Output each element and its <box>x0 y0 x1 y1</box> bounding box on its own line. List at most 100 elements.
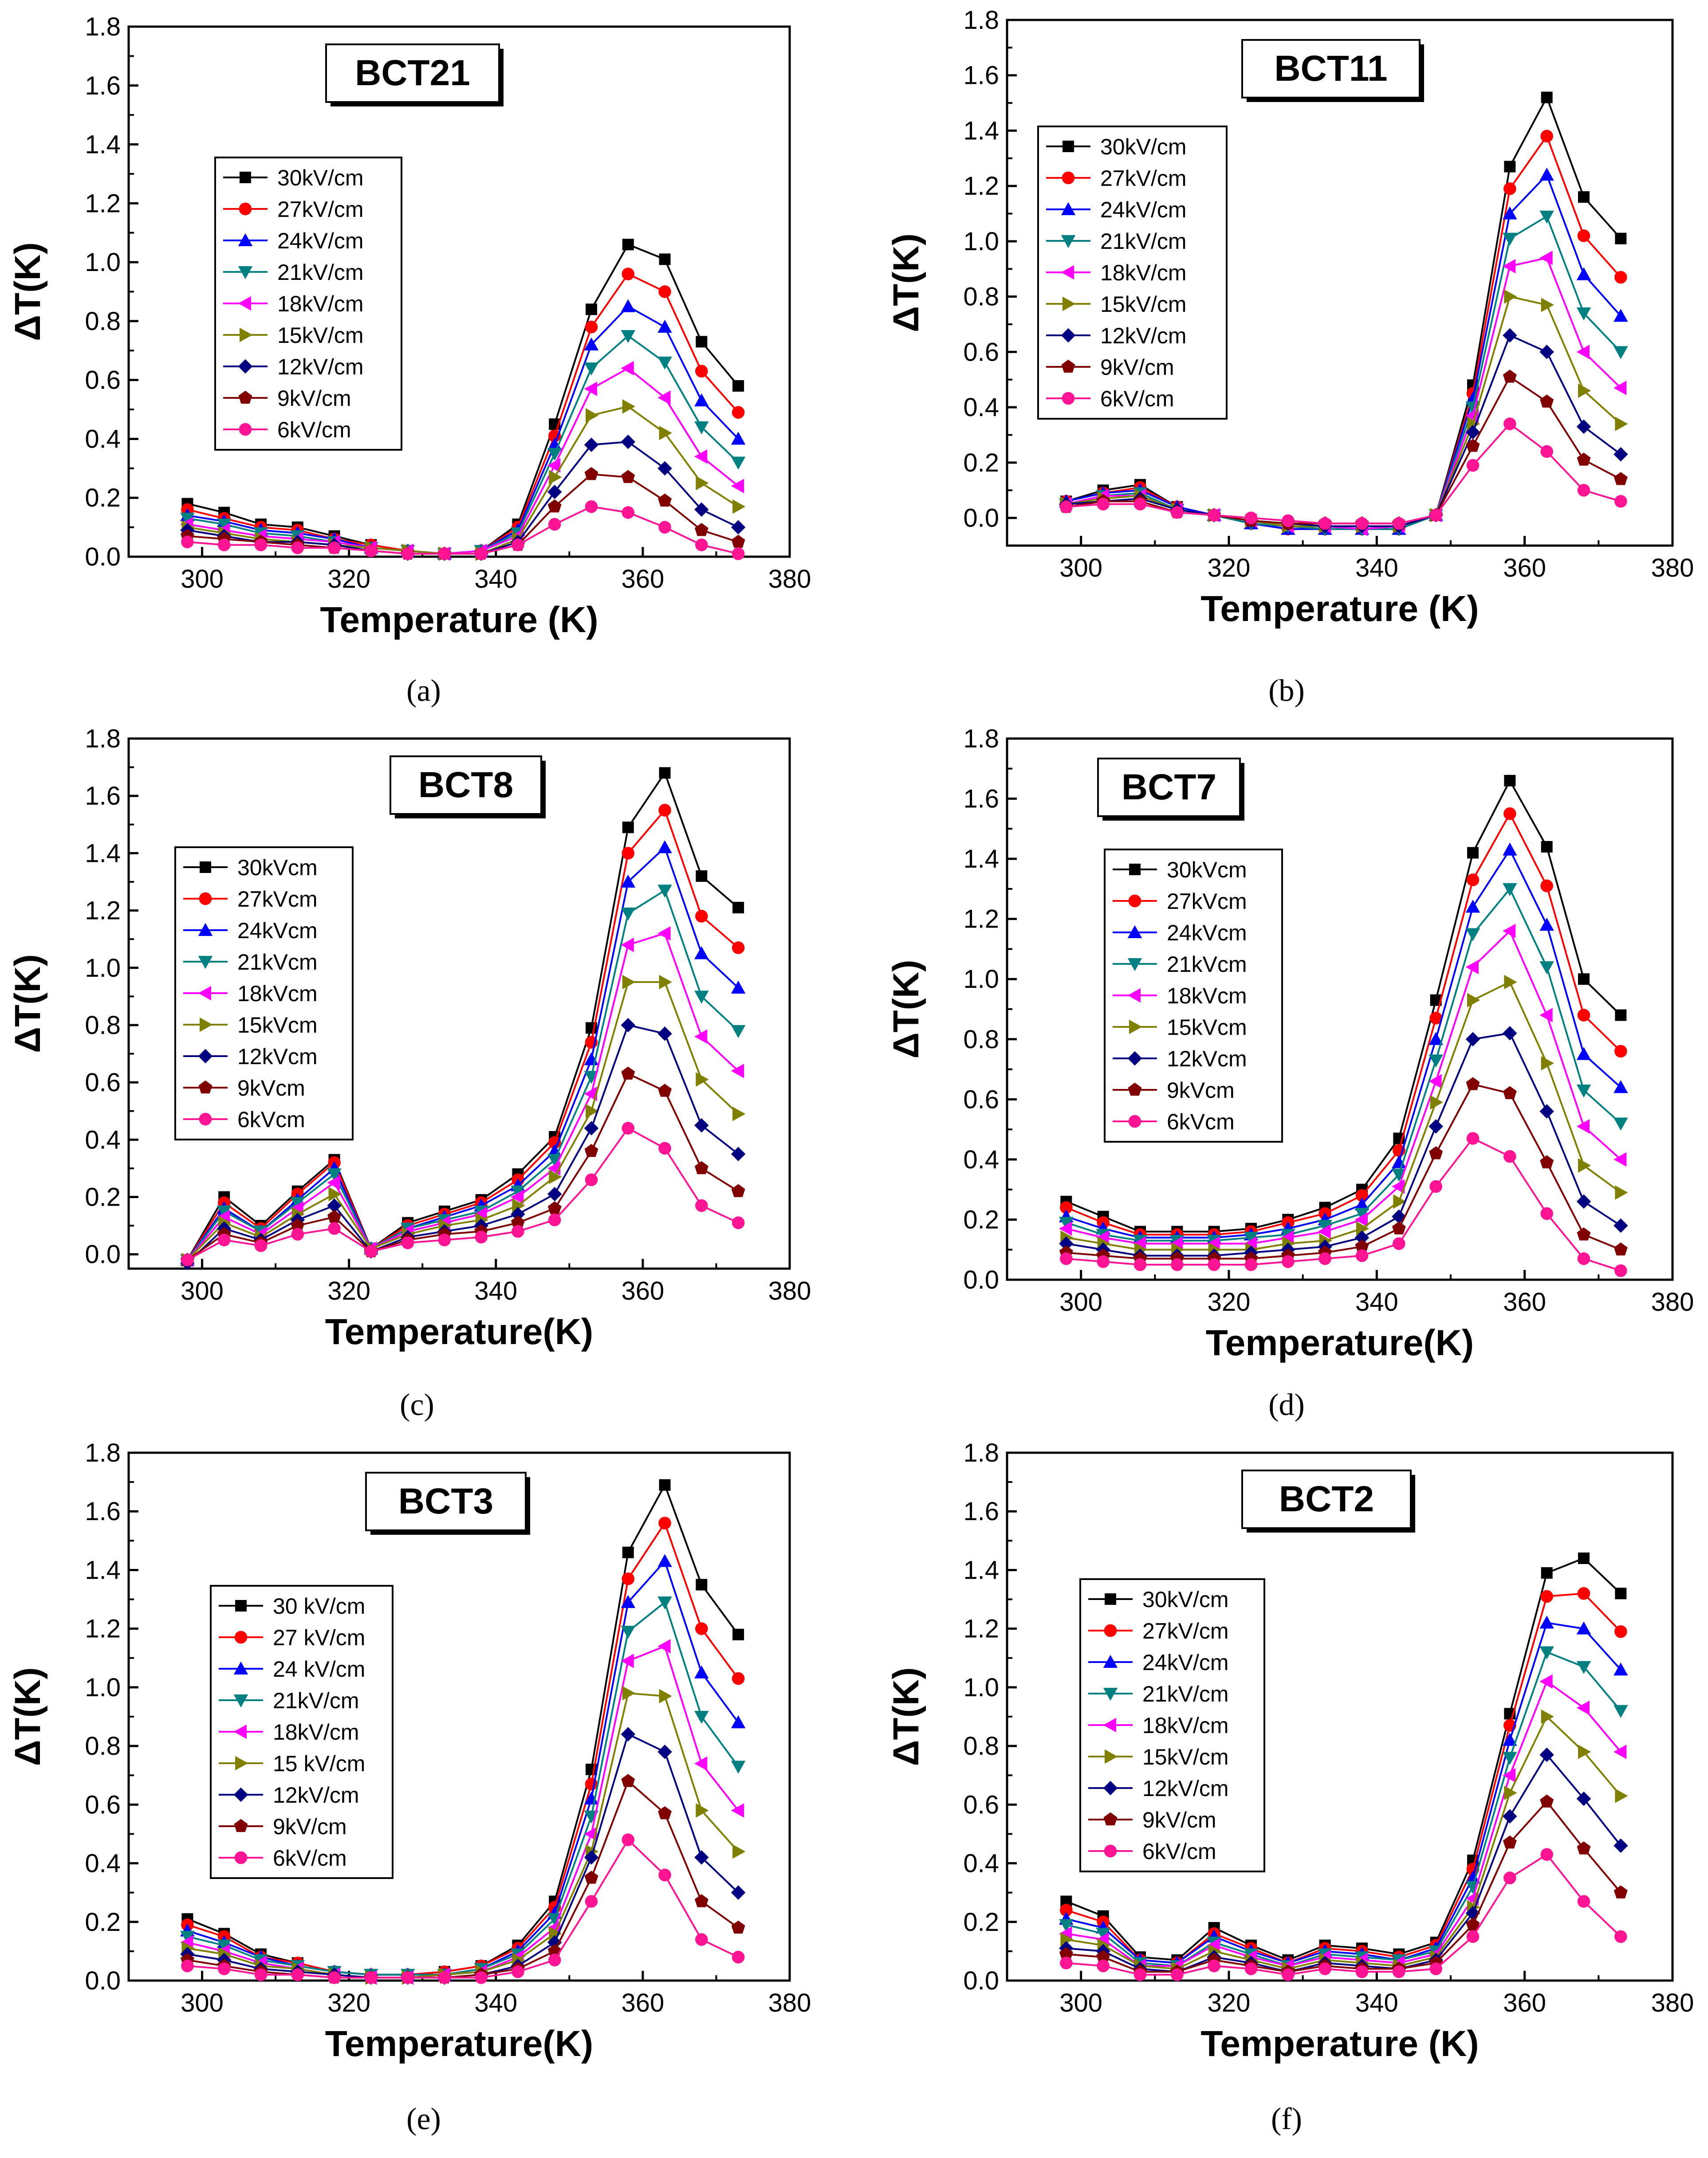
data-point <box>732 902 744 914</box>
y-tick-label: 0.6 <box>85 366 121 395</box>
title-frame <box>1097 758 1241 817</box>
legend-label: 12kVcm <box>237 1044 318 1069</box>
data-point <box>1577 1587 1590 1600</box>
data-point <box>1615 232 1627 244</box>
legend-marker <box>240 327 253 342</box>
data-point <box>1466 873 1480 886</box>
data-point <box>621 1626 636 1639</box>
data-point <box>547 499 562 513</box>
series-line <box>187 1521 739 1976</box>
data-point <box>694 1711 709 1724</box>
data-point <box>438 547 451 560</box>
data-point <box>1539 210 1554 224</box>
series-line <box>187 473 739 555</box>
series-8 <box>1060 1132 1627 1277</box>
y-tick-label: 1.8 <box>963 6 999 35</box>
data-point <box>1577 1841 1591 1855</box>
legend-label: 18kV/cm <box>277 291 364 316</box>
data-point <box>622 239 634 251</box>
data-point <box>547 1154 562 1167</box>
series-line <box>1066 1853 1621 1976</box>
data-point <box>254 1239 268 1252</box>
data-point <box>696 1579 708 1591</box>
legend-marker <box>1061 359 1075 373</box>
data-point <box>696 870 708 882</box>
y-tick-label: 1.4 <box>963 116 999 145</box>
legend-marker <box>1127 988 1141 1003</box>
series-8 <box>181 500 745 560</box>
legend-marker <box>1127 925 1142 938</box>
data-point <box>657 461 672 476</box>
data-point <box>1578 973 1590 985</box>
legend-marker <box>1105 1749 1118 1764</box>
data-point <box>695 1622 708 1635</box>
data-point <box>327 1210 342 1223</box>
chart-panel-bct21: 300 320 340 360 380 0.0 0.2 0.4 0.6 0.8 1.0 1.2 1.4 1… <box>8 12 811 708</box>
y-tick-label: 0.6 <box>963 1085 999 1114</box>
series-line <box>1066 1800 1621 1973</box>
y-tick-label: 1.2 <box>963 1615 999 1643</box>
data-point <box>694 1756 708 1771</box>
title-box: BCT2 <box>1241 1470 1415 1533</box>
legend-marker <box>200 1017 213 1032</box>
data-point <box>216 518 232 532</box>
data-point <box>1355 1965 1369 1978</box>
data-point <box>1503 1150 1516 1163</box>
data-point <box>1614 472 1628 485</box>
x-tick-label: 380 <box>1651 554 1694 582</box>
data-point <box>1467 417 1480 431</box>
data-point <box>622 1833 635 1846</box>
data-point <box>401 1236 414 1250</box>
data-point <box>659 767 671 779</box>
data-point <box>1503 417 1516 430</box>
data-point <box>659 425 672 440</box>
data-point <box>1576 1119 1590 1134</box>
data-point <box>181 1254 194 1266</box>
data-point <box>216 1939 232 1953</box>
data-point <box>1541 1567 1553 1579</box>
data-point <box>365 1245 378 1258</box>
data-point <box>696 336 708 348</box>
legend-marker <box>1103 1688 1118 1701</box>
series-line <box>1066 1557 1621 1961</box>
series-line <box>187 1073 739 1261</box>
data-point <box>694 991 709 1004</box>
legend-label: 12kV/cm <box>1100 323 1187 348</box>
data-point <box>694 1161 708 1175</box>
data-point <box>1614 381 1627 395</box>
data-point <box>1576 307 1591 321</box>
y-tick-label: 1.0 <box>85 954 121 983</box>
data-point <box>658 1806 672 1820</box>
legend-label: 9kVcm <box>237 1076 305 1101</box>
legend-label: 9kV/cm <box>1100 355 1174 380</box>
series-line <box>187 1692 739 1979</box>
x-tick-label: 360 <box>1503 1989 1546 2017</box>
y-tick-label: 1.6 <box>85 782 121 810</box>
data-point <box>658 285 671 298</box>
legend-label: 6kVcm <box>1167 1109 1235 1134</box>
legend-label: 9kV/cm <box>273 1814 347 1839</box>
legend-marker <box>1103 1812 1118 1826</box>
data-point <box>658 1084 672 1097</box>
data-point <box>1429 1074 1442 1089</box>
data-point <box>475 547 488 560</box>
data-point <box>1467 847 1479 859</box>
title-frame <box>1241 39 1421 98</box>
data-point <box>659 253 671 265</box>
data-point <box>621 874 636 888</box>
data-point <box>732 1950 745 1964</box>
data-point <box>1466 1077 1480 1090</box>
chart-panel-bct8: 300 320 340 360 380 0.0 0.2 0.4 0.6 0.8 1.0 1.2 1.4 1… <box>8 724 811 1422</box>
data-point <box>547 458 561 473</box>
series-line <box>1066 887 1621 1242</box>
data-point <box>1614 1264 1627 1277</box>
x-tick-label: 340 <box>1355 1288 1398 1317</box>
data-point <box>1577 452 1591 466</box>
data-point <box>475 1230 488 1244</box>
plot-frame <box>1006 19 1674 547</box>
data-point <box>622 506 635 519</box>
data-point <box>586 303 597 315</box>
legend-marker <box>235 1600 247 1612</box>
data-point <box>584 381 597 396</box>
